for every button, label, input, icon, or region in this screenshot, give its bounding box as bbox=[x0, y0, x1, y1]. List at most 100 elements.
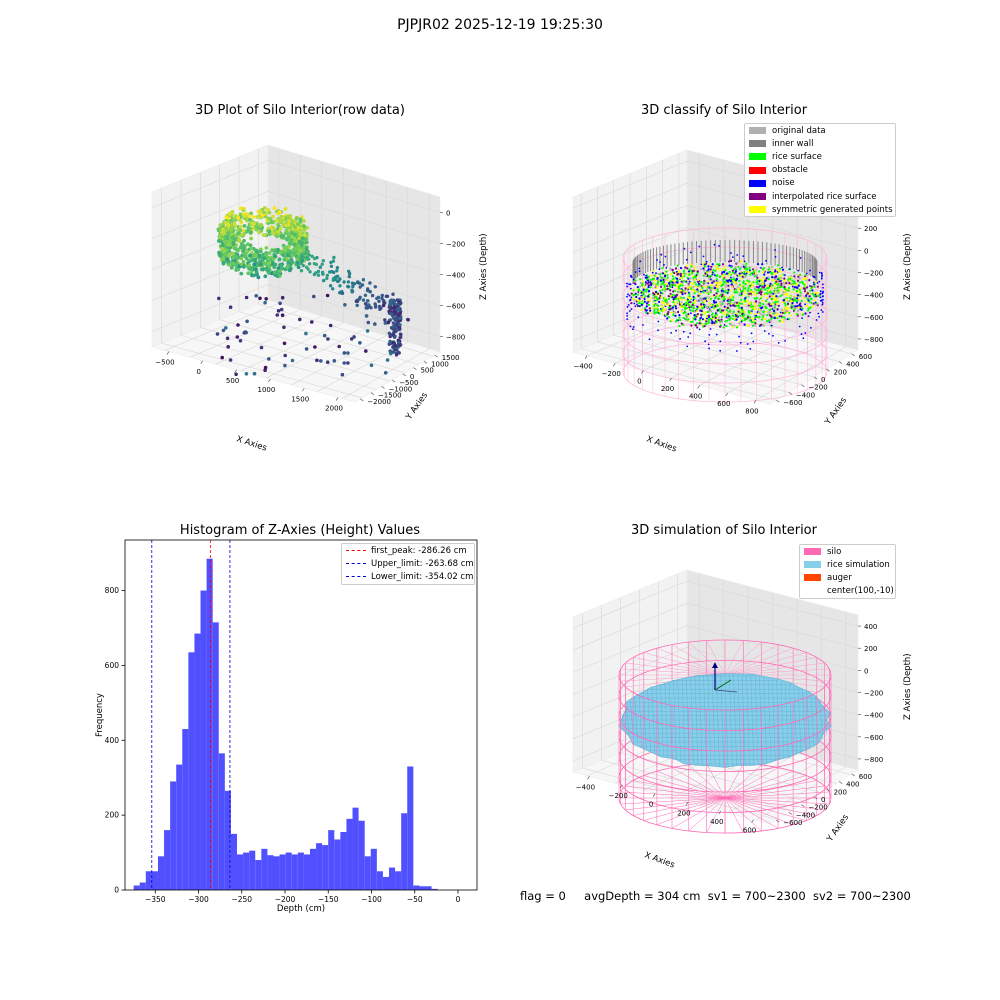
classified-point bbox=[692, 307, 695, 310]
y-tick-label: 0 bbox=[821, 796, 825, 804]
y-axis-label: Y Axies bbox=[404, 390, 431, 422]
classified-point bbox=[721, 312, 724, 315]
classified-point bbox=[777, 295, 780, 299]
classified-point bbox=[701, 305, 704, 308]
silo-bottom-spoke bbox=[625, 797, 726, 811]
classified-point bbox=[728, 300, 731, 303]
classified-point bbox=[688, 268, 691, 271]
legend-swatch bbox=[749, 153, 766, 161]
status-line: flag = 0 avgDepth = 304 cm sv1 = 700~230… bbox=[520, 889, 911, 903]
data-point bbox=[312, 256, 317, 261]
data-point bbox=[312, 294, 316, 299]
silo-bottom-spoke bbox=[724, 775, 807, 799]
data-point bbox=[303, 233, 307, 237]
silo-top-spoke bbox=[633, 657, 726, 676]
data-point bbox=[222, 249, 227, 253]
classified-point bbox=[693, 265, 696, 268]
histogram-bar bbox=[407, 766, 414, 890]
data-point bbox=[225, 336, 230, 341]
histogram-bar bbox=[431, 888, 438, 890]
classified-point bbox=[762, 271, 765, 274]
data-point bbox=[243, 330, 248, 334]
y-tick bbox=[801, 804, 805, 807]
classified-point bbox=[697, 290, 700, 293]
data-point bbox=[391, 292, 395, 296]
data-point bbox=[266, 221, 270, 226]
classified-point bbox=[684, 290, 688, 293]
y-tick bbox=[788, 812, 793, 815]
classified-point bbox=[646, 312, 649, 315]
data-point bbox=[261, 233, 266, 238]
classified-point bbox=[714, 281, 718, 284]
y-tick bbox=[402, 373, 406, 377]
classified-point bbox=[730, 266, 733, 269]
data-point bbox=[236, 323, 240, 327]
classified-point bbox=[667, 302, 670, 306]
classified-point bbox=[755, 281, 758, 284]
data-point bbox=[343, 303, 347, 307]
noise-point bbox=[664, 255, 667, 258]
classified-point bbox=[750, 285, 753, 288]
grid-line bbox=[572, 205, 859, 253]
classified-point bbox=[706, 280, 710, 283]
classified-point bbox=[774, 314, 777, 317]
classified-point bbox=[769, 282, 772, 285]
data-point bbox=[391, 332, 396, 336]
classified-point bbox=[659, 285, 663, 288]
noise-point bbox=[820, 275, 823, 278]
classified-point bbox=[701, 298, 704, 302]
grid-line bbox=[161, 342, 363, 399]
histogram-bar bbox=[340, 831, 347, 890]
classified-point bbox=[678, 314, 681, 317]
classified-point bbox=[657, 280, 660, 283]
data-point bbox=[277, 257, 282, 262]
classified-point bbox=[769, 314, 772, 317]
data-point bbox=[243, 254, 248, 258]
classified-point bbox=[682, 269, 686, 272]
classified-point bbox=[703, 262, 706, 265]
data-point bbox=[294, 216, 299, 221]
rice-mesh-line bbox=[789, 683, 793, 757]
classified-point bbox=[803, 287, 806, 290]
data-point bbox=[338, 284, 342, 288]
classified-point bbox=[687, 318, 690, 321]
data-point bbox=[406, 318, 411, 322]
data-point bbox=[286, 214, 291, 219]
classified-point bbox=[791, 302, 794, 305]
classified-point bbox=[641, 284, 644, 287]
classified-point bbox=[798, 281, 802, 284]
data-point bbox=[398, 323, 402, 327]
classified-point bbox=[784, 304, 787, 307]
classified-point bbox=[738, 292, 742, 295]
silo-bottom-spoke bbox=[724, 797, 817, 816]
classified-point bbox=[648, 307, 651, 310]
auger-marker bbox=[712, 662, 738, 693]
classified-point bbox=[793, 276, 797, 279]
classified-point bbox=[726, 317, 730, 320]
silo-wireframe-front bbox=[618, 674, 832, 834]
classified-point bbox=[661, 280, 665, 283]
classified-point bbox=[718, 267, 721, 270]
classified-point bbox=[669, 289, 672, 292]
noise-point bbox=[637, 291, 640, 293]
classified-point bbox=[771, 284, 774, 287]
noise-point bbox=[708, 334, 711, 336]
noise-point bbox=[822, 286, 824, 289]
y-axis-label: Y Axies bbox=[823, 395, 850, 427]
classified-point bbox=[702, 291, 705, 294]
classified-point bbox=[744, 287, 747, 290]
data-point bbox=[220, 229, 225, 234]
classified-point bbox=[730, 283, 733, 286]
classified-point bbox=[748, 319, 752, 322]
classified-point bbox=[687, 286, 691, 289]
classified-point bbox=[653, 303, 656, 306]
histogram-bar bbox=[382, 876, 390, 890]
data-point bbox=[279, 266, 284, 271]
z-tick-label: 200 bbox=[864, 645, 877, 653]
data-point bbox=[267, 229, 272, 234]
data-point bbox=[303, 251, 308, 256]
classified-point bbox=[729, 322, 732, 325]
classified-point bbox=[811, 289, 814, 292]
classified-point bbox=[781, 268, 785, 271]
noise-point bbox=[763, 330, 766, 332]
